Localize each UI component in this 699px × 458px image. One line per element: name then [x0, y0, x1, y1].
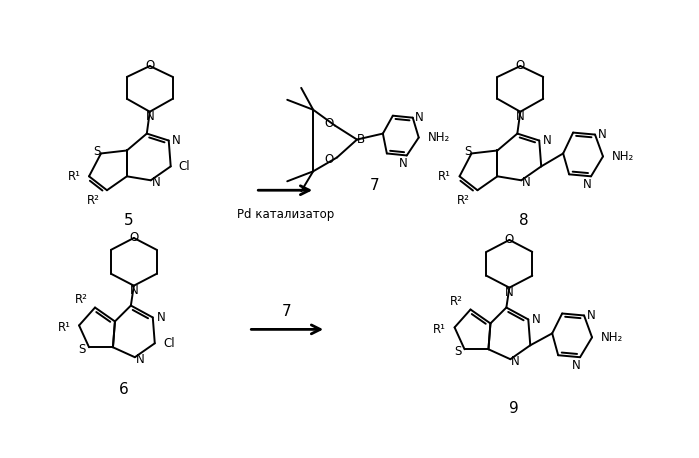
- Text: O: O: [516, 60, 525, 72]
- Text: N: N: [145, 110, 154, 123]
- Text: 8: 8: [519, 213, 529, 228]
- Text: N: N: [586, 309, 596, 322]
- Text: N: N: [583, 178, 591, 191]
- Text: O: O: [324, 117, 333, 130]
- Text: 7: 7: [370, 178, 380, 193]
- Text: S: S: [78, 343, 86, 356]
- Text: B: B: [357, 133, 365, 146]
- Text: N: N: [598, 128, 606, 141]
- Text: NH₂: NH₂: [612, 150, 634, 163]
- Text: NH₂: NH₂: [601, 331, 623, 344]
- Text: R¹: R¹: [68, 170, 80, 183]
- Text: S: S: [94, 145, 101, 158]
- Text: N: N: [505, 286, 514, 299]
- Text: N: N: [516, 110, 525, 123]
- Text: N: N: [136, 353, 144, 365]
- Text: R²: R²: [457, 194, 470, 207]
- Text: O: O: [129, 231, 138, 245]
- Text: N: N: [398, 157, 407, 170]
- Text: R¹: R¹: [433, 323, 446, 336]
- Text: N: N: [129, 284, 138, 297]
- Text: 7: 7: [282, 304, 291, 319]
- Text: R²: R²: [450, 295, 463, 308]
- Text: O: O: [324, 153, 333, 166]
- Text: S: S: [464, 145, 471, 158]
- Text: N: N: [173, 134, 181, 147]
- Text: 6: 6: [119, 382, 129, 397]
- Text: O: O: [145, 60, 154, 72]
- Text: Pd катализатор: Pd катализатор: [237, 207, 334, 221]
- Text: Cl: Cl: [179, 160, 190, 173]
- Text: N: N: [572, 359, 580, 372]
- Text: R¹: R¹: [57, 321, 71, 334]
- Text: N: N: [543, 134, 552, 147]
- Text: N: N: [157, 311, 165, 324]
- Text: NH₂: NH₂: [428, 131, 449, 144]
- Text: N: N: [152, 176, 160, 189]
- Text: R¹: R¹: [438, 170, 451, 183]
- Text: R²: R²: [75, 293, 87, 306]
- Text: O: O: [505, 234, 514, 246]
- Text: 5: 5: [124, 213, 134, 228]
- Text: N: N: [522, 176, 531, 189]
- Text: Cl: Cl: [163, 337, 175, 350]
- Text: S: S: [454, 345, 461, 358]
- Text: N: N: [511, 354, 520, 368]
- Text: R²: R²: [87, 194, 99, 207]
- Text: N: N: [532, 313, 540, 326]
- Text: 9: 9: [510, 401, 519, 416]
- Text: N: N: [415, 111, 424, 124]
